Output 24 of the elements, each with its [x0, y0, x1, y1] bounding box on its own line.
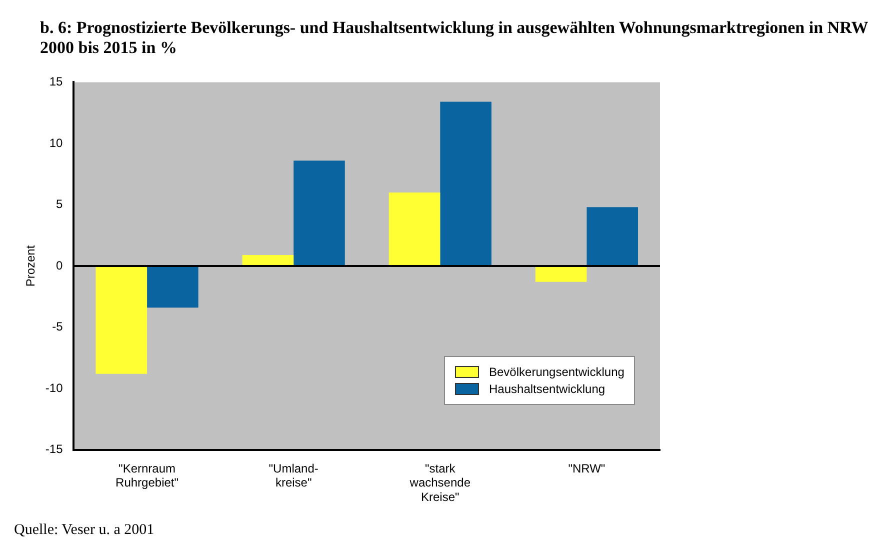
legend-label: Haushaltsentwicklung — [489, 382, 606, 396]
y-tick-label: -15 — [45, 442, 64, 456]
x-tick-label: "Kernraum Ruhrgebiet" — [116, 461, 179, 490]
bar — [535, 266, 587, 282]
bar — [294, 160, 345, 266]
legend-label: Bevölkerungsentwicklung — [489, 364, 624, 379]
y-tick-label: 10 — [49, 136, 64, 150]
y-tick-label: -10 — [45, 380, 64, 395]
x-tick-label: "stark wachsende Kreise" — [408, 461, 471, 504]
bar — [440, 102, 492, 266]
bar — [147, 266, 198, 308]
chart-title: b. 6: Prognostizierte Bevölkerungs- und Haushaltsentwicklung in ausgewählten Wohnungsmarktregionen in NRW 2000 bis 2015 in % — [40, 18, 869, 58]
bar — [96, 266, 148, 374]
source-note: Quelle: Veser u. a 2001 — [14, 522, 154, 539]
bar — [586, 207, 638, 266]
x-tick-label: "Umland- kreise" — [268, 461, 318, 490]
bar — [388, 192, 440, 266]
y-tick-label: -5 — [52, 320, 64, 334]
y-tick-label: 15 — [49, 74, 64, 89]
x-tick-label: "NRW" — [568, 461, 606, 476]
y-axis-title: Prozent — [24, 244, 38, 287]
y-tick-label: 5 — [56, 197, 64, 212]
y-tick-label: 0 — [56, 258, 64, 272]
bar — [242, 254, 294, 266]
